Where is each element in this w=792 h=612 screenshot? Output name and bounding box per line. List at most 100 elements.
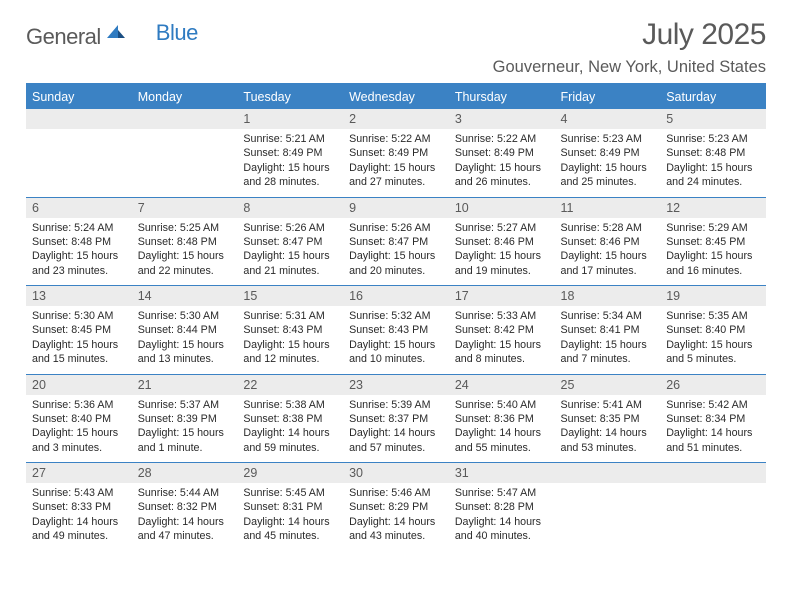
sunset-text: Sunset: 8:42 PM	[455, 323, 549, 337]
sail-icon	[105, 23, 127, 46]
day-number: 10	[449, 198, 555, 218]
day-cell: 17Sunrise: 5:33 AMSunset: 8:42 PMDayligh…	[449, 286, 555, 374]
location-text: Gouverneur, New York, United States	[493, 58, 766, 77]
sunrise-text: Sunrise: 5:38 AM	[243, 398, 337, 412]
sunrise-text: Sunrise: 5:43 AM	[32, 486, 126, 500]
sunset-text: Sunset: 8:49 PM	[349, 146, 443, 160]
week-row: 27Sunrise: 5:43 AMSunset: 8:33 PMDayligh…	[26, 463, 766, 551]
sunset-text: Sunset: 8:38 PM	[243, 412, 337, 426]
day-details: Sunrise: 5:22 AMSunset: 8:49 PMDaylight:…	[343, 129, 449, 194]
sunset-text: Sunset: 8:33 PM	[32, 500, 126, 514]
sunrise-text: Sunrise: 5:21 AM	[243, 132, 337, 146]
day-cell: 3Sunrise: 5:22 AMSunset: 8:49 PMDaylight…	[449, 109, 555, 197]
sunrise-text: Sunrise: 5:23 AM	[666, 132, 760, 146]
sunset-text: Sunset: 8:41 PM	[561, 323, 655, 337]
sunset-text: Sunset: 8:49 PM	[455, 146, 549, 160]
sunrise-text: Sunrise: 5:23 AM	[561, 132, 655, 146]
weekday-header: Saturday	[660, 85, 766, 109]
daylight-text: Daylight: 15 hours and 7 minutes.	[561, 338, 655, 367]
day-cell: 21Sunrise: 5:37 AMSunset: 8:39 PMDayligh…	[132, 375, 238, 463]
day-number: 20	[26, 375, 132, 395]
sunset-text: Sunset: 8:34 PM	[666, 412, 760, 426]
day-number: 15	[237, 286, 343, 306]
day-number: 14	[132, 286, 238, 306]
day-details: Sunrise: 5:32 AMSunset: 8:43 PMDaylight:…	[343, 306, 449, 371]
day-details: Sunrise: 5:40 AMSunset: 8:36 PMDaylight:…	[449, 395, 555, 460]
day-number: 6	[26, 198, 132, 218]
sunrise-text: Sunrise: 5:30 AM	[138, 309, 232, 323]
day-details: Sunrise: 5:31 AMSunset: 8:43 PMDaylight:…	[237, 306, 343, 371]
daylight-text: Daylight: 15 hours and 16 minutes.	[666, 249, 760, 278]
daylight-text: Daylight: 15 hours and 26 minutes.	[455, 161, 549, 190]
day-number: 19	[660, 286, 766, 306]
day-cell: 19Sunrise: 5:35 AMSunset: 8:40 PMDayligh…	[660, 286, 766, 374]
day-number-bar	[555, 463, 661, 483]
day-details: Sunrise: 5:22 AMSunset: 8:49 PMDaylight:…	[449, 129, 555, 194]
daylight-text: Daylight: 15 hours and 3 minutes.	[32, 426, 126, 455]
page-title: July 2025	[493, 18, 766, 52]
day-cell: 18Sunrise: 5:34 AMSunset: 8:41 PMDayligh…	[555, 286, 661, 374]
day-number: 8	[237, 198, 343, 218]
day-cell: 2Sunrise: 5:22 AMSunset: 8:49 PMDaylight…	[343, 109, 449, 197]
daylight-text: Daylight: 15 hours and 28 minutes.	[243, 161, 337, 190]
sunrise-text: Sunrise: 5:33 AM	[455, 309, 549, 323]
daylight-text: Daylight: 15 hours and 15 minutes.	[32, 338, 126, 367]
day-cell: 26Sunrise: 5:42 AMSunset: 8:34 PMDayligh…	[660, 375, 766, 463]
day-number: 16	[343, 286, 449, 306]
daylight-text: Daylight: 15 hours and 5 minutes.	[666, 338, 760, 367]
daylight-text: Daylight: 15 hours and 19 minutes.	[455, 249, 549, 278]
sunset-text: Sunset: 8:48 PM	[138, 235, 232, 249]
day-details: Sunrise: 5:42 AMSunset: 8:34 PMDaylight:…	[660, 395, 766, 460]
day-details: Sunrise: 5:34 AMSunset: 8:41 PMDaylight:…	[555, 306, 661, 371]
day-cell: 14Sunrise: 5:30 AMSunset: 8:44 PMDayligh…	[132, 286, 238, 374]
week-row: 13Sunrise: 5:30 AMSunset: 8:45 PMDayligh…	[26, 286, 766, 374]
day-cell	[26, 109, 132, 197]
sunset-text: Sunset: 8:48 PM	[32, 235, 126, 249]
weekday-header: Sunday	[26, 85, 132, 109]
daylight-text: Daylight: 14 hours and 51 minutes.	[666, 426, 760, 455]
weekday-header: Wednesday	[343, 85, 449, 109]
sunset-text: Sunset: 8:31 PM	[243, 500, 337, 514]
day-cell: 24Sunrise: 5:40 AMSunset: 8:36 PMDayligh…	[449, 375, 555, 463]
day-cell: 30Sunrise: 5:46 AMSunset: 8:29 PMDayligh…	[343, 463, 449, 551]
day-cell: 20Sunrise: 5:36 AMSunset: 8:40 PMDayligh…	[26, 375, 132, 463]
day-number: 30	[343, 463, 449, 483]
daylight-text: Daylight: 14 hours and 45 minutes.	[243, 515, 337, 544]
top-row: General Blue July 2025 Gouverneur, New Y…	[26, 18, 766, 81]
sunrise-text: Sunrise: 5:28 AM	[561, 221, 655, 235]
daylight-text: Daylight: 15 hours and 20 minutes.	[349, 249, 443, 278]
sunset-text: Sunset: 8:40 PM	[666, 323, 760, 337]
day-number: 24	[449, 375, 555, 395]
day-cell: 1Sunrise: 5:21 AMSunset: 8:49 PMDaylight…	[237, 109, 343, 197]
sunrise-text: Sunrise: 5:47 AM	[455, 486, 549, 500]
day-number: 23	[343, 375, 449, 395]
day-details: Sunrise: 5:43 AMSunset: 8:33 PMDaylight:…	[26, 483, 132, 548]
daylight-text: Daylight: 15 hours and 25 minutes.	[561, 161, 655, 190]
sunrise-text: Sunrise: 5:36 AM	[32, 398, 126, 412]
sunrise-text: Sunrise: 5:22 AM	[455, 132, 549, 146]
sunset-text: Sunset: 8:35 PM	[561, 412, 655, 426]
daylight-text: Daylight: 15 hours and 22 minutes.	[138, 249, 232, 278]
daylight-text: Daylight: 15 hours and 27 minutes.	[349, 161, 443, 190]
day-number: 7	[132, 198, 238, 218]
day-details: Sunrise: 5:36 AMSunset: 8:40 PMDaylight:…	[26, 395, 132, 460]
day-cell: 22Sunrise: 5:38 AMSunset: 8:38 PMDayligh…	[237, 375, 343, 463]
day-number: 26	[660, 375, 766, 395]
day-details: Sunrise: 5:30 AMSunset: 8:45 PMDaylight:…	[26, 306, 132, 371]
day-cell: 16Sunrise: 5:32 AMSunset: 8:43 PMDayligh…	[343, 286, 449, 374]
daylight-text: Daylight: 14 hours and 57 minutes.	[349, 426, 443, 455]
week-row: 20Sunrise: 5:36 AMSunset: 8:40 PMDayligh…	[26, 375, 766, 463]
day-number: 13	[26, 286, 132, 306]
daylight-text: Daylight: 14 hours and 53 minutes.	[561, 426, 655, 455]
day-details: Sunrise: 5:29 AMSunset: 8:45 PMDaylight:…	[660, 218, 766, 283]
week-row: 6Sunrise: 5:24 AMSunset: 8:48 PMDaylight…	[26, 198, 766, 286]
day-details: Sunrise: 5:45 AMSunset: 8:31 PMDaylight:…	[237, 483, 343, 548]
day-number: 3	[449, 109, 555, 129]
daylight-text: Daylight: 14 hours and 47 minutes.	[138, 515, 232, 544]
day-number: 18	[555, 286, 661, 306]
weekday-header: Tuesday	[237, 85, 343, 109]
day-cell: 8Sunrise: 5:26 AMSunset: 8:47 PMDaylight…	[237, 198, 343, 286]
sunrise-text: Sunrise: 5:26 AM	[243, 221, 337, 235]
day-details: Sunrise: 5:24 AMSunset: 8:48 PMDaylight:…	[26, 218, 132, 283]
day-cell: 10Sunrise: 5:27 AMSunset: 8:46 PMDayligh…	[449, 198, 555, 286]
